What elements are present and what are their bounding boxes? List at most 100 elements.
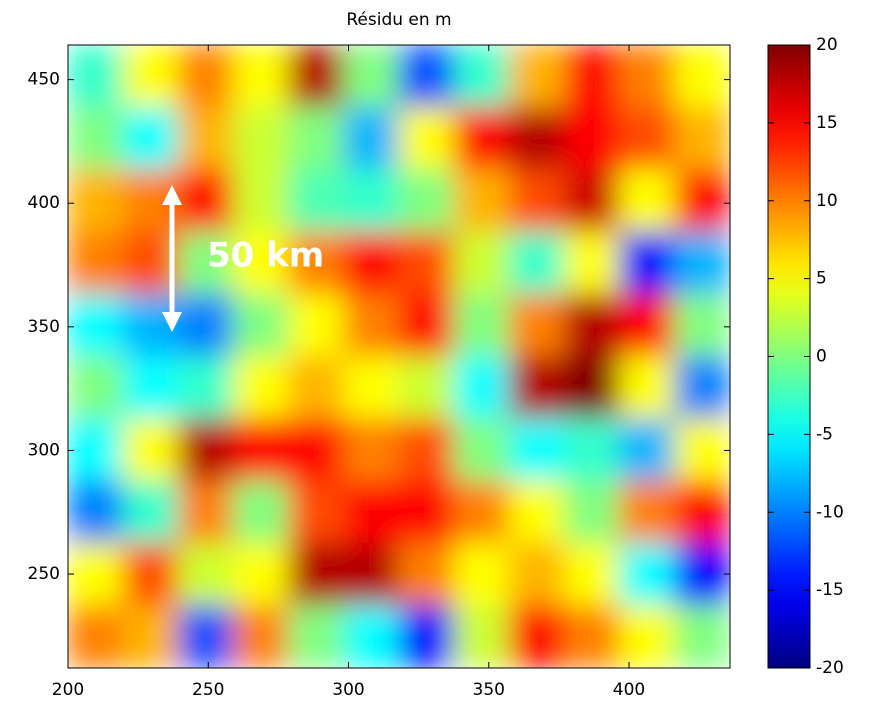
colorbar-label: -20 [816, 658, 844, 678]
y-tick-label: 450 [28, 70, 60, 90]
heatmap-cell [177, 45, 234, 108]
heatmap-cell [508, 293, 565, 357]
heatmap-cell [508, 45, 565, 108]
chart-title: Résidu en m [346, 10, 451, 30]
heatmap-cell [233, 480, 290, 544]
heatmap-cell [674, 106, 730, 171]
heatmap-cell [233, 169, 290, 233]
heatmap-cell [398, 480, 455, 544]
heatmap-cell [508, 169, 565, 233]
x-tick-label: 300 [332, 680, 364, 700]
heatmap-cell [233, 542, 290, 607]
y-tick-label: 300 [28, 440, 60, 460]
heatmap-cell [508, 418, 565, 482]
heatmap-cell [288, 106, 345, 171]
heatmap-cell [343, 231, 400, 295]
colorbar [767, 44, 811, 669]
heatmap-cell [398, 106, 455, 171]
annotation: 50 km [207, 236, 324, 276]
heatmap-cell [68, 231, 124, 295]
heatmap-cell [177, 418, 234, 482]
heatmap-cell [233, 45, 290, 108]
colorbar-label: 5 [816, 269, 827, 289]
heatmap-cell [674, 169, 730, 233]
heatmap-cell [343, 169, 400, 233]
heatmap-cell [122, 542, 179, 607]
heatmap-cell [177, 169, 234, 233]
heatmap-cell [674, 293, 730, 357]
heatmap-cell [398, 542, 455, 607]
heatmap-cell [288, 293, 345, 357]
heatmap-cell [398, 231, 455, 295]
heatmap-cell [619, 45, 676, 108]
heatmap-cell [453, 169, 510, 233]
heatmap-cell [233, 293, 290, 357]
heatmap-cell [288, 605, 345, 668]
heatmap-cell [68, 293, 124, 357]
heatmap-cell [343, 418, 400, 482]
heatmap-cell [453, 293, 510, 357]
heatmap-cell [233, 356, 290, 420]
heatmap-cell [674, 231, 730, 295]
heatmap-cell [233, 605, 290, 668]
colorbar-label: -10 [816, 502, 844, 522]
heatmap-cell [508, 356, 565, 420]
heatmap-cell [343, 45, 400, 108]
heatmap-cell [122, 106, 179, 171]
heatmap-cell [177, 231, 234, 295]
heatmap-cell [564, 45, 621, 108]
colorbar-label: 15 [816, 113, 838, 133]
heatmap-cell [68, 169, 124, 233]
heatmap-cell [619, 605, 676, 668]
heatmap-cell [68, 542, 124, 607]
heatmap-cell [398, 45, 455, 108]
heatmap-cell [619, 542, 676, 607]
heatmap-cell [564, 293, 621, 357]
plot-frame [67, 44, 731, 669]
y-tick-label: 400 [28, 193, 60, 213]
colorbar-label: 10 [816, 191, 838, 211]
heatmap-cell [564, 356, 621, 420]
heatmap-cell [508, 480, 565, 544]
heatmap-cell [619, 231, 676, 295]
heatmap [68, 45, 730, 668]
heatmap-cell [564, 605, 621, 668]
heatmap-cell [674, 356, 730, 420]
heatmap-cell [68, 480, 124, 544]
heatmap-cell [343, 106, 400, 171]
heatmap-cell [122, 418, 179, 482]
heatmap-cell [177, 542, 234, 607]
heatmap-cell [398, 293, 455, 357]
heatmap-cell [619, 480, 676, 544]
heatmap-cell [343, 542, 400, 607]
heatmap-cell [122, 45, 179, 108]
heatmap-cell [453, 356, 510, 420]
heatmap-cell [177, 480, 234, 544]
heatmap-cell [564, 106, 621, 171]
heatmap-cell [398, 605, 455, 668]
heatmap-cell [508, 231, 565, 295]
heatmap-cell [343, 293, 400, 357]
heatmap-cell [674, 542, 730, 607]
heatmap-cell [619, 169, 676, 233]
heatmap-cell [453, 418, 510, 482]
heatmap-cell [288, 356, 345, 420]
heatmap-cell [68, 106, 124, 171]
heatmap-cell [68, 418, 124, 482]
heatmap-cell [453, 231, 510, 295]
heatmap-cell [508, 106, 565, 171]
x-tick-label: 250 [192, 680, 224, 700]
colorbar-label: 0 [816, 347, 827, 367]
heatmap-cell [619, 356, 676, 420]
heatmap-cell [68, 45, 124, 108]
heatmap-cell [288, 542, 345, 607]
heatmap-cell [453, 106, 510, 171]
heatmap-cell [564, 418, 621, 482]
heatmap-cell [619, 293, 676, 357]
heatmap-cell [177, 106, 234, 171]
y-tick-label: 350 [28, 317, 60, 337]
heatmap-cell [288, 45, 345, 108]
heatmap-cell [674, 45, 730, 108]
x-tick-label: 200 [52, 680, 84, 700]
